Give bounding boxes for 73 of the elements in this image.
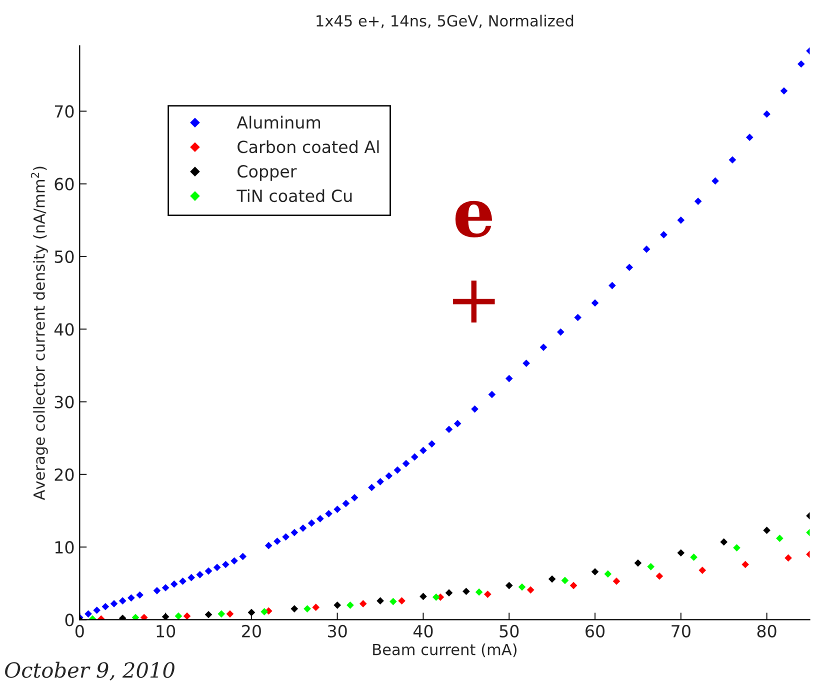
point [742, 560, 750, 568]
legend-label: Copper [238, 165, 297, 181]
y-tick-label: 30 [54, 396, 74, 408]
point [140, 614, 148, 620]
point [334, 602, 342, 609]
x-tick-label: 20 [242, 624, 261, 638]
point [290, 605, 298, 612]
point [390, 598, 397, 606]
text: October 9, 2010 [5, 662, 174, 680]
legend-label: TiN coated Cu [236, 189, 352, 202]
point [698, 566, 706, 574]
x-tick-label: 40 [413, 624, 433, 638]
point [312, 604, 320, 612]
point [720, 538, 728, 546]
point [656, 572, 664, 580]
point [359, 600, 367, 608]
chart-title: 1x45 e+, 14ns, 5GeV, Normalized [316, 14, 574, 28]
y-tick-label: 50 [54, 250, 74, 264]
y-tick-label: 70 [54, 105, 74, 118]
y-tick-label: 10 [55, 541, 74, 554]
point [548, 575, 556, 583]
point [398, 597, 406, 604]
point [526, 586, 534, 594]
point [260, 608, 268, 616]
point [776, 534, 784, 542]
point [518, 583, 526, 591]
x-tick-label: 0 [75, 624, 84, 638]
point [690, 554, 698, 561]
annotation: + [453, 280, 495, 322]
point [475, 588, 483, 596]
annotation: e [455, 200, 492, 238]
legend-label: Aluminum [236, 116, 320, 129]
point [591, 568, 599, 576]
x-tick-label: 80 [757, 624, 776, 638]
x-axis-title: Beam current (mA) [373, 643, 516, 658]
point [248, 608, 256, 616]
point [561, 576, 569, 584]
point [183, 612, 191, 620]
point [733, 544, 740, 552]
y-axis-title: Average collector current density (nA/mm$^{2}$) [30, 166, 48, 500]
x-tick-label: 30 [328, 624, 347, 638]
point [647, 563, 655, 570]
point [505, 582, 513, 590]
point [612, 578, 620, 585]
legend-label: Carbon coated Al [238, 140, 379, 154]
point [432, 594, 440, 601]
point [304, 605, 311, 612]
point [132, 614, 140, 620]
point [162, 613, 170, 620]
point [376, 597, 384, 604]
x-tick-label: 70 [672, 624, 690, 638]
point [484, 590, 492, 598]
point [634, 559, 642, 567]
point [784, 554, 792, 562]
x-tick-label: 50 [500, 624, 519, 638]
point [174, 612, 182, 620]
point [346, 602, 354, 609]
point [570, 582, 578, 590]
point [604, 570, 612, 578]
point [218, 610, 226, 618]
x-tick-label: 10 [156, 624, 176, 638]
point [204, 610, 212, 618]
y-tick-label: 40 [54, 323, 74, 336]
y-tick-label: 0 [65, 614, 74, 626]
point [420, 592, 427, 600]
y-tick-label: 20 [54, 468, 74, 481]
point [462, 588, 470, 596]
point [763, 526, 770, 534]
point [226, 610, 234, 618]
point [445, 589, 453, 596]
point [677, 549, 685, 557]
y-tick-label: 60 [54, 178, 74, 190]
x-tick-label: 60 [586, 624, 605, 638]
